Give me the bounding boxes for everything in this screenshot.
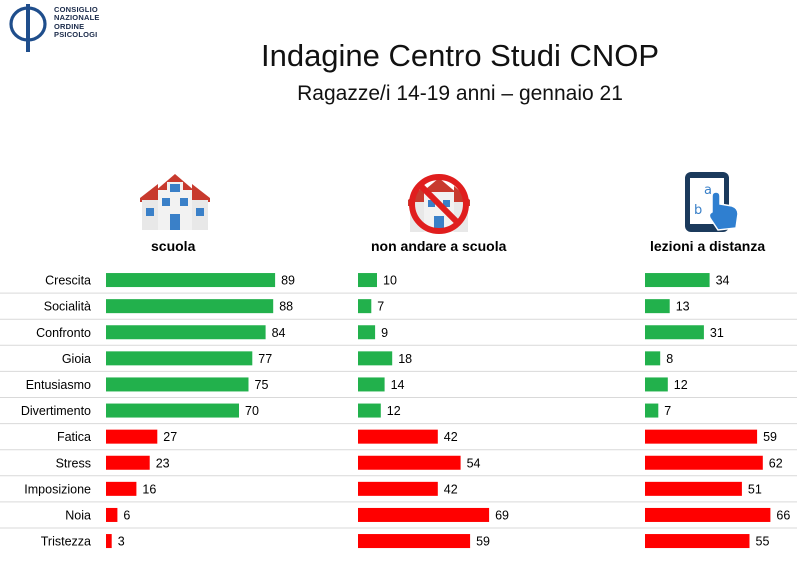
value-label-scuola-confronto: 84	[272, 326, 286, 340]
bar-scuola-crescita	[106, 273, 276, 288]
value-label-non-andare-a-scuola-confronto: 9	[381, 326, 388, 340]
bar-lezioni-a-distanza-stress	[645, 455, 763, 470]
bar-scuola-stress	[106, 455, 150, 470]
bar-non-andare-a-scuola-stress	[358, 455, 461, 470]
bar-lezioni-a-distanza-gioia	[645, 351, 661, 366]
category-label-socialita: Socialità	[44, 300, 91, 314]
category-label-crescita: Crescita	[45, 274, 91, 288]
bar-non-andare-a-scuola-gioia	[358, 351, 393, 366]
bar-non-andare-a-scuola-noia	[358, 507, 490, 522]
value-label-non-andare-a-scuola-fatica: 42	[444, 430, 458, 444]
bar-non-andare-a-scuola-fatica	[358, 429, 438, 444]
value-label-lezioni-a-distanza-confronto: 31	[710, 326, 724, 340]
value-label-scuola-socialita: 88	[279, 300, 293, 314]
value-label-scuola-noia: 6	[123, 508, 130, 522]
category-label-gioia: Gioia	[62, 352, 91, 366]
value-label-scuola-fatica: 27	[163, 430, 177, 444]
category-label-confronto: Confronto	[36, 326, 91, 340]
value-label-non-andare-a-scuola-gioia: 18	[398, 352, 412, 366]
bar-lezioni-a-distanza-entusiasmo	[645, 377, 668, 392]
value-label-lezioni-a-distanza-stress: 62	[769, 456, 783, 470]
bar-non-andare-a-scuola-imposizione	[358, 481, 438, 496]
no-school-icon	[408, 174, 470, 234]
value-label-lezioni-a-distanza-noia: 66	[776, 508, 790, 522]
column-label-lezioni-a-distanza: lezioni a distanza	[650, 238, 766, 254]
value-label-non-andare-a-scuola-imposizione: 42	[444, 482, 458, 496]
column-label-scuola: scuola	[151, 238, 196, 254]
value-label-scuola-crescita: 89	[281, 274, 295, 288]
value-label-scuola-divertimento: 70	[245, 404, 259, 418]
value-label-non-andare-a-scuola-noia: 69	[495, 508, 509, 522]
bar-non-andare-a-scuola-crescita	[358, 273, 377, 288]
bar-lezioni-a-distanza-noia	[645, 507, 771, 522]
category-label-entusiasmo: Entusiasmo	[26, 378, 91, 392]
bar-non-andare-a-scuola-entusiasmo	[358, 377, 385, 392]
column-label-non-andare-a-scuola: non andare a scuola	[371, 238, 507, 254]
bar-scuola-entusiasmo	[106, 377, 249, 392]
bar-non-andare-a-scuola-tristezza	[358, 534, 471, 549]
svg-text:b: b	[694, 203, 702, 218]
category-label-imposizione: Imposizione	[24, 482, 91, 496]
value-label-scuola-gioia: 77	[258, 352, 272, 366]
cnop-logo	[9, 4, 47, 52]
value-label-scuola-tristezza: 3	[118, 535, 125, 549]
value-label-lezioni-a-distanza-fatica: 59	[763, 430, 777, 444]
value-label-lezioni-a-distanza-gioia: 8	[666, 352, 673, 366]
value-label-scuola-stress: 23	[156, 456, 170, 470]
category-label-noia: Noia	[65, 508, 91, 522]
value-label-non-andare-a-scuola-socialita: 7	[377, 300, 384, 314]
value-label-lezioni-a-distanza-tristezza: 55	[756, 535, 770, 549]
svg-text:a: a	[704, 183, 712, 198]
bar-lezioni-a-distanza-confronto	[645, 325, 704, 340]
bar-scuola-gioia	[106, 351, 253, 366]
bar-non-andare-a-scuola-confronto	[358, 325, 376, 340]
category-label-divertimento: Divertimento	[21, 404, 91, 418]
bar-non-andare-a-scuola-divertimento	[358, 403, 381, 418]
bar-scuola-imposizione	[106, 481, 137, 496]
tablet-touch-icon: a b	[685, 172, 739, 232]
value-label-lezioni-a-distanza-entusiasmo: 12	[674, 378, 688, 392]
bar-scuola-confronto	[106, 325, 266, 340]
value-label-lezioni-a-distanza-socialita: 13	[676, 300, 690, 314]
category-label-tristezza: Tristezza	[41, 535, 91, 549]
category-label-stress: Stress	[56, 456, 91, 470]
bar-lezioni-a-distanza-fatica	[645, 429, 758, 444]
bar-scuola-fatica	[106, 429, 158, 444]
bar-scuola-socialita	[106, 299, 274, 314]
value-label-non-andare-a-scuola-tristezza: 59	[476, 535, 490, 549]
value-label-non-andare-a-scuola-stress: 54	[467, 456, 481, 470]
bar-lezioni-a-distanza-tristezza	[645, 534, 750, 549]
value-label-lezioni-a-distanza-divertimento: 7	[664, 404, 671, 418]
bar-lezioni-a-distanza-socialita	[645, 299, 670, 314]
bar-lezioni-a-distanza-crescita	[645, 273, 710, 288]
bar-scuola-tristezza	[106, 534, 112, 549]
school-building-icon	[140, 174, 210, 230]
category-label-fatica: Fatica	[57, 430, 91, 444]
bar-lezioni-a-distanza-imposizione	[645, 481, 742, 496]
page-subtitle: Ragazze/i 14-19 anni – gennaio 21	[297, 82, 623, 105]
bar-lezioni-a-distanza-divertimento	[645, 403, 659, 418]
value-label-lezioni-a-distanza-imposizione: 51	[748, 482, 762, 496]
logo-text: CONSIGLIO NAZIONALE ORDINE PSICOLOGI	[54, 5, 100, 40]
bar-scuola-noia	[106, 507, 118, 522]
bar-scuola-divertimento	[106, 403, 239, 418]
bar-non-andare-a-scuola-socialita	[358, 299, 372, 314]
value-label-scuola-imposizione: 16	[142, 482, 156, 496]
value-label-lezioni-a-distanza-crescita: 34	[716, 274, 730, 288]
value-label-non-andare-a-scuola-crescita: 10	[383, 274, 397, 288]
value-label-non-andare-a-scuola-entusiasmo: 14	[391, 378, 405, 392]
value-label-scuola-entusiasmo: 75	[255, 378, 269, 392]
page-title: Indagine Centro Studi CNOP	[260, 38, 660, 73]
value-label-non-andare-a-scuola-divertimento: 12	[387, 404, 401, 418]
